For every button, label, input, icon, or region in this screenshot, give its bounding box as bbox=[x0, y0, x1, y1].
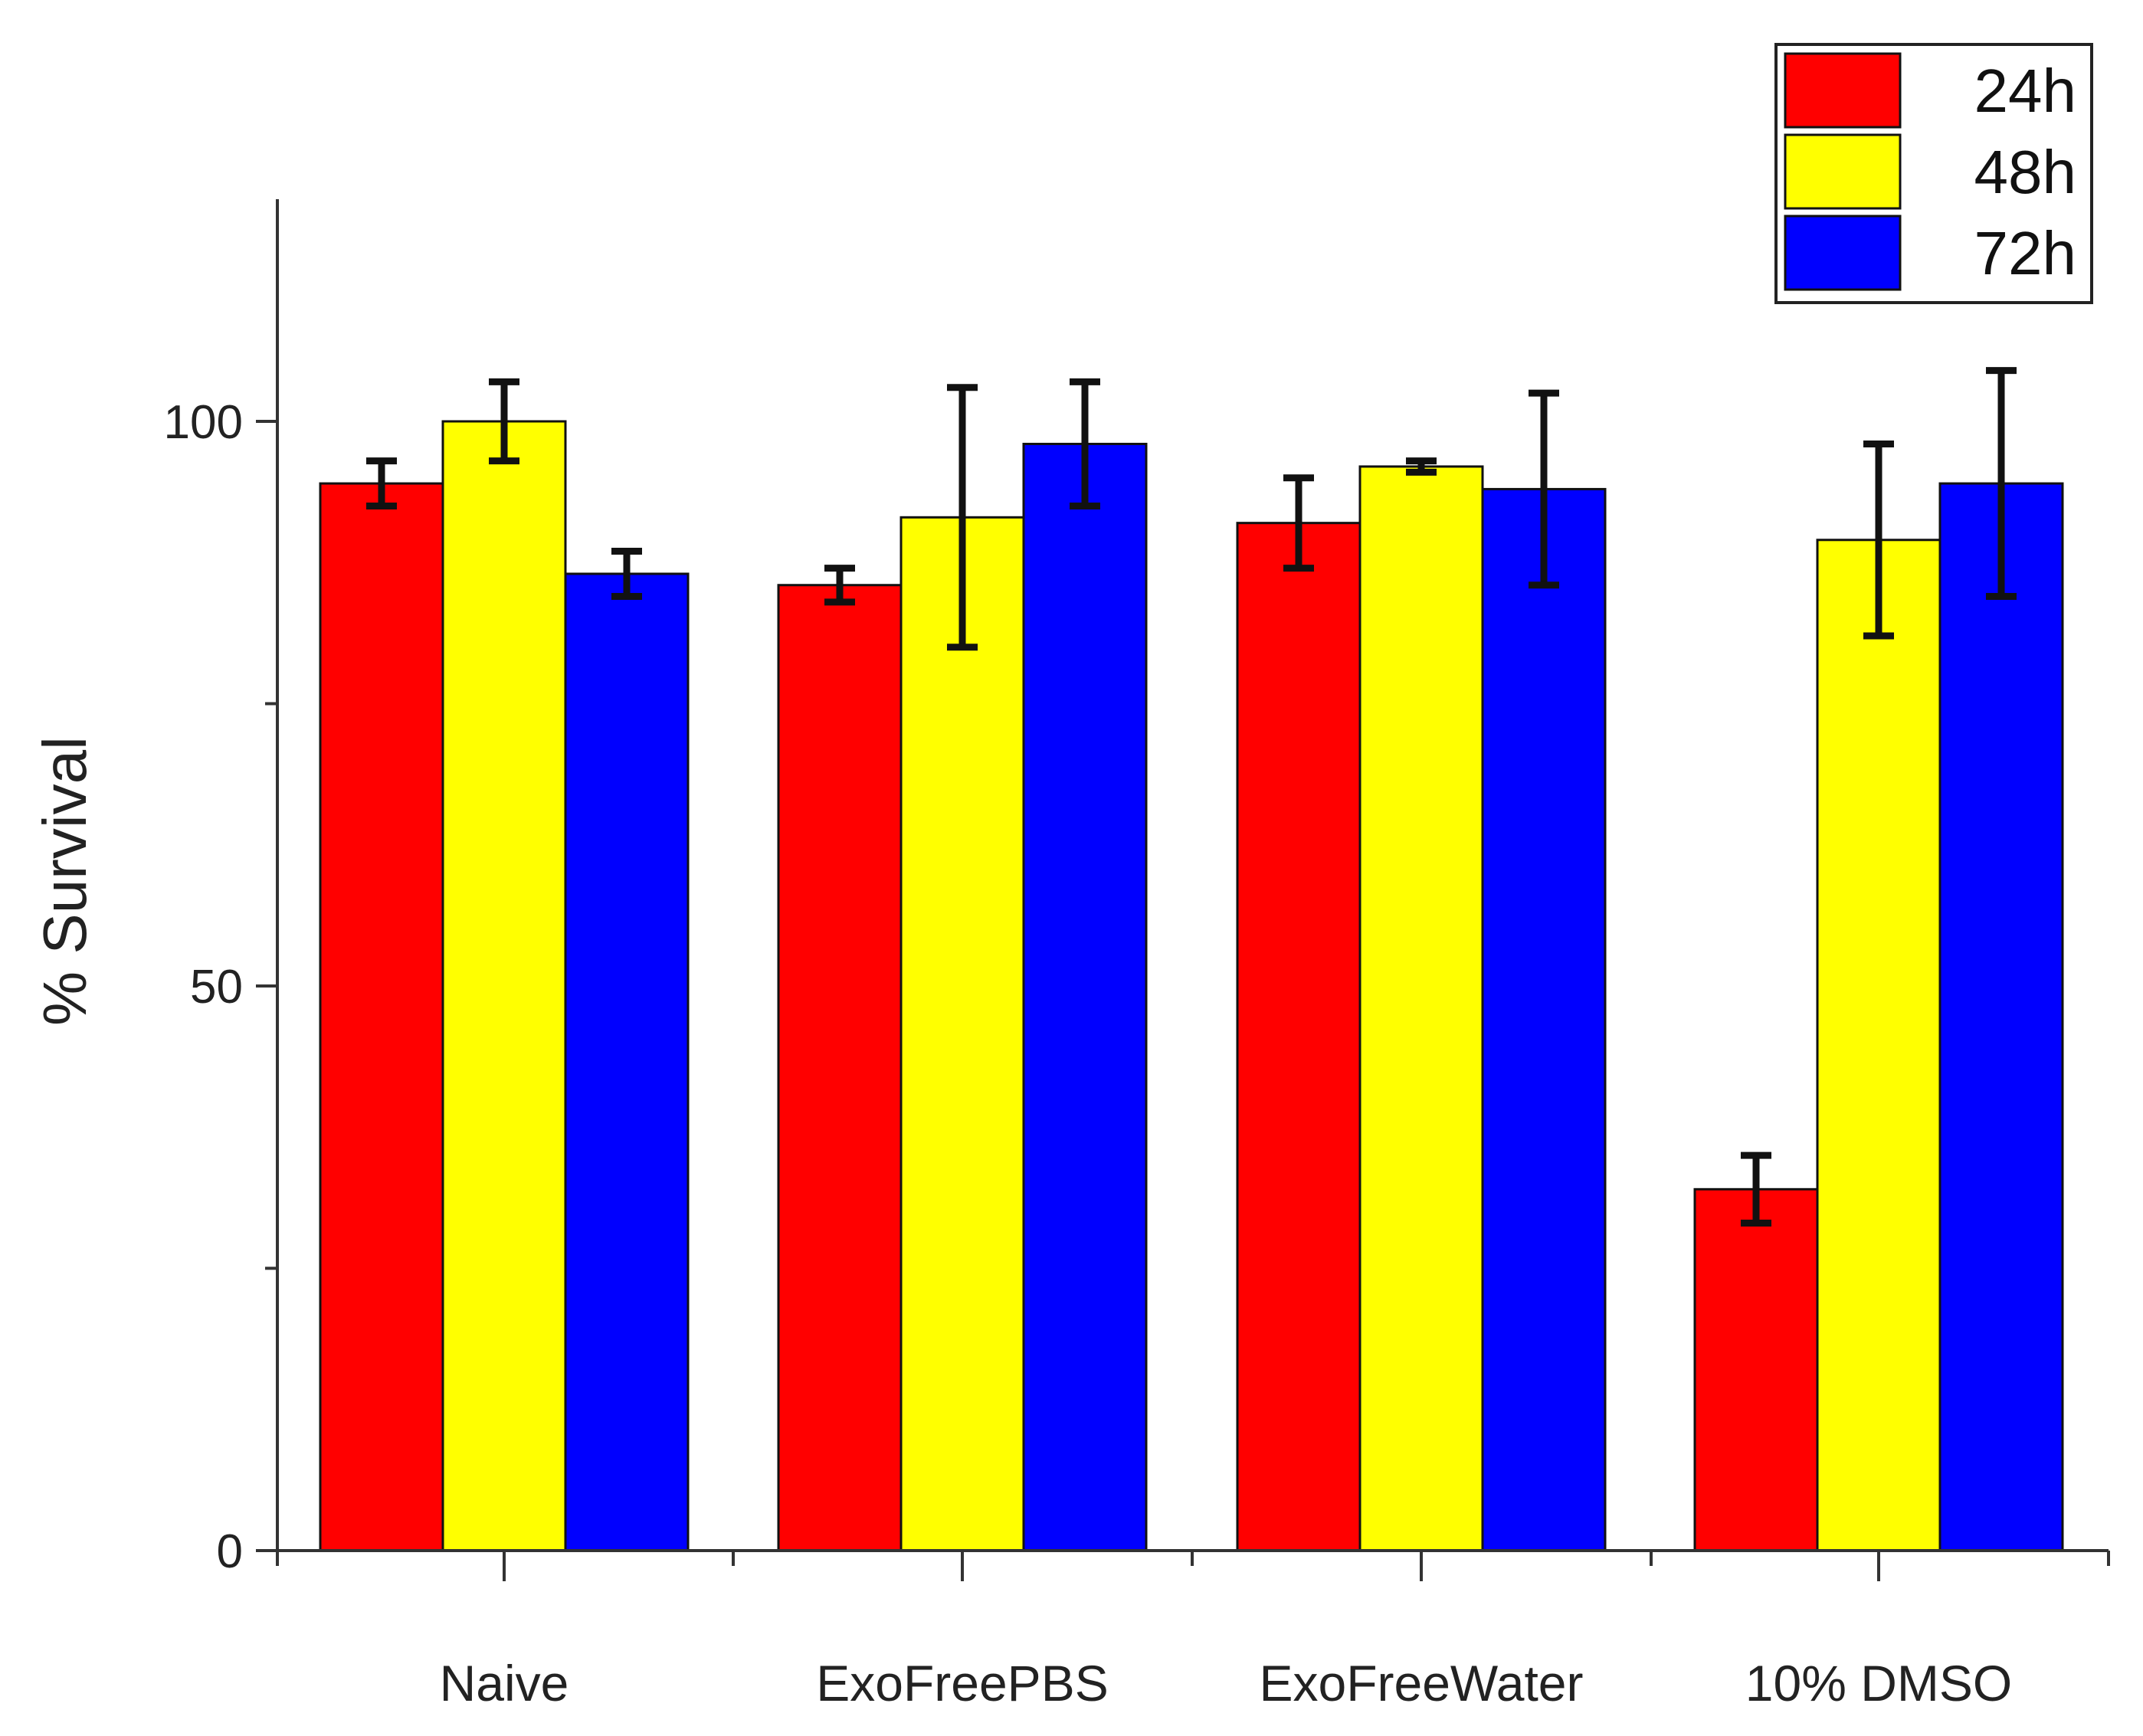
error-bar-48h-exofreewater bbox=[1406, 457, 1437, 476]
error-bar-24h-exofreepbs bbox=[824, 565, 855, 606]
error-bar-72h-exofreewater bbox=[1529, 389, 1559, 589]
y-tick-label-50: 50 bbox=[190, 961, 243, 1014]
axes-layer bbox=[256, 199, 2110, 1581]
legend-swatch-24h bbox=[1784, 52, 1902, 129]
error-bar-72h-exofreepbs bbox=[1070, 378, 1100, 510]
bar-48h-exofreewater bbox=[1358, 465, 1484, 1552]
legend-label-48h: 48h bbox=[1974, 138, 2076, 206]
error-bar-72h-naive bbox=[611, 548, 642, 600]
labels-layer: 0 50 100 Naive ExoFreePBS ExoFreeWater 10% DMS… bbox=[31, 396, 2012, 1711]
bars-layer bbox=[319, 420, 2064, 1552]
error-bar-48h-exofreepbs bbox=[947, 384, 978, 651]
bar-72h-naive bbox=[564, 572, 690, 1552]
legend-swatch-48h bbox=[1784, 133, 1902, 210]
legend-swatch-72h bbox=[1784, 215, 1902, 291]
bar-24h-naive bbox=[319, 482, 444, 1552]
error-bar-72h-10-dmso bbox=[1986, 367, 2017, 600]
x-category-label: ExoFreeWater bbox=[1259, 1655, 1583, 1711]
legend-label-72h: 72h bbox=[1974, 219, 2076, 287]
bar-72h-exofreewater bbox=[1481, 487, 1607, 1552]
error-bar-48h-naive bbox=[489, 378, 519, 465]
error-bar-48h-10-dmso bbox=[1863, 440, 1894, 640]
error-bars-layer bbox=[366, 367, 2017, 1227]
legend: 24h 48h 72h bbox=[1774, 43, 2093, 304]
legend-label-24h: 24h bbox=[1974, 57, 2076, 125]
error-bar-24h-10-dmso bbox=[1741, 1151, 1771, 1227]
bar-48h-10-dmso bbox=[1816, 539, 1941, 1552]
error-bar-24h-naive bbox=[366, 457, 397, 510]
x-category-label: ExoFreePBS bbox=[816, 1655, 1109, 1711]
bar-24h-exofreewater bbox=[1236, 522, 1361, 1552]
x-category-label: 10% DMSO bbox=[1745, 1655, 2012, 1711]
bar-48h-naive bbox=[441, 420, 567, 1552]
y-tick-label-100: 100 bbox=[164, 396, 243, 449]
bar-24h-10-dmso bbox=[1693, 1187, 1819, 1552]
bar-72h-10-dmso bbox=[1938, 482, 2064, 1552]
bar-72h-exofreepbs bbox=[1022, 442, 1148, 1552]
y-axis-title: % Survival bbox=[31, 736, 99, 1026]
bar-24h-exofreepbs bbox=[777, 584, 903, 1552]
error-bar-24h-exofreewater bbox=[1283, 474, 1314, 572]
x-category-label: Naive bbox=[440, 1655, 569, 1711]
bar-48h-exofreepbs bbox=[899, 516, 1025, 1552]
y-tick-label-0: 0 bbox=[217, 1525, 243, 1578]
